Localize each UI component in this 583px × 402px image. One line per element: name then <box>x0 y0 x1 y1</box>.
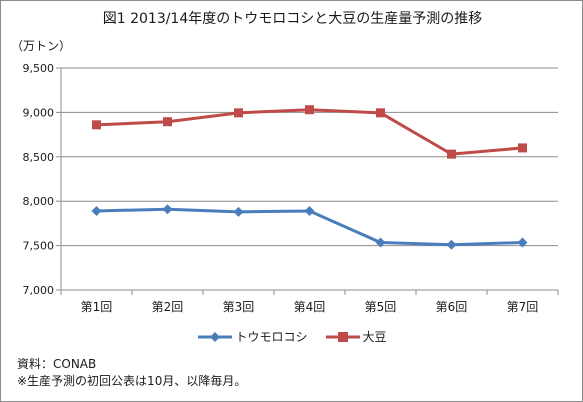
axes <box>56 67 559 295</box>
series-soybean <box>92 105 527 159</box>
y-tick-labels: 7,000 7,500 8,000 8,500 9,000 9,500 <box>23 62 55 297</box>
y-tick-label: 9,000 <box>23 106 55 119</box>
diamond-marker-icon <box>198 331 233 342</box>
data-point <box>517 237 528 248</box>
legend-item-soybean: 大豆 <box>325 328 387 345</box>
y-axis-unit-label: （万トン） <box>11 39 72 53</box>
x-tick-labels: 第1回 第2回 第3回 第4回 第5回 第6回 第7回 <box>81 300 539 314</box>
x-tick-label: 第1回 <box>81 300 113 314</box>
data-point <box>91 205 102 216</box>
data-point <box>447 149 456 159</box>
series-line <box>96 108 523 156</box>
gridlines <box>61 67 558 247</box>
legend-label-corn: トウモロコシ <box>235 330 308 344</box>
data-point <box>446 239 457 250</box>
data-point <box>518 143 527 153</box>
y-tick-label: 7,000 <box>23 284 55 297</box>
y-tick-label: 9,500 <box>23 62 55 75</box>
data-series <box>91 105 528 250</box>
x-tick-label: 第6回 <box>436 300 468 314</box>
x-tick-label: 第4回 <box>294 300 326 314</box>
data-point <box>233 206 244 217</box>
square-marker-icon <box>325 331 360 342</box>
x-tick-label: 第7回 <box>507 300 539 314</box>
legend-item-corn: トウモロコシ <box>198 328 308 345</box>
y-tick-label: 8,500 <box>23 151 55 164</box>
release-note: ※生産予測の初回公表は10月、以降毎月。 <box>17 374 247 388</box>
x-tick-label: 第2回 <box>152 300 184 314</box>
data-point <box>162 204 173 215</box>
y-tick-label: 7,500 <box>23 240 55 253</box>
legend-label-soybean: 大豆 <box>362 330 387 344</box>
footnotes: 資料：CONAB ※生産予測の初回公表は10月、以降毎月。 <box>17 356 246 390</box>
data-point <box>304 205 315 216</box>
data-point <box>305 105 314 115</box>
data-point <box>234 108 243 118</box>
x-tick-label: 第3回 <box>223 300 255 314</box>
series-corn <box>91 204 528 250</box>
data-point <box>375 237 386 248</box>
source-note: 資料：CONAB <box>17 357 97 371</box>
data-point <box>376 108 385 118</box>
data-point <box>92 120 101 130</box>
x-tick-label: 第5回 <box>365 300 397 314</box>
data-point <box>163 117 172 127</box>
legend: トウモロコシ 大豆 <box>1 328 582 345</box>
chart-title: 図1 2013/14年度のトウモロコシと大豆の生産量予測の推移 <box>102 11 483 27</box>
y-tick-label: 8,000 <box>23 195 55 208</box>
